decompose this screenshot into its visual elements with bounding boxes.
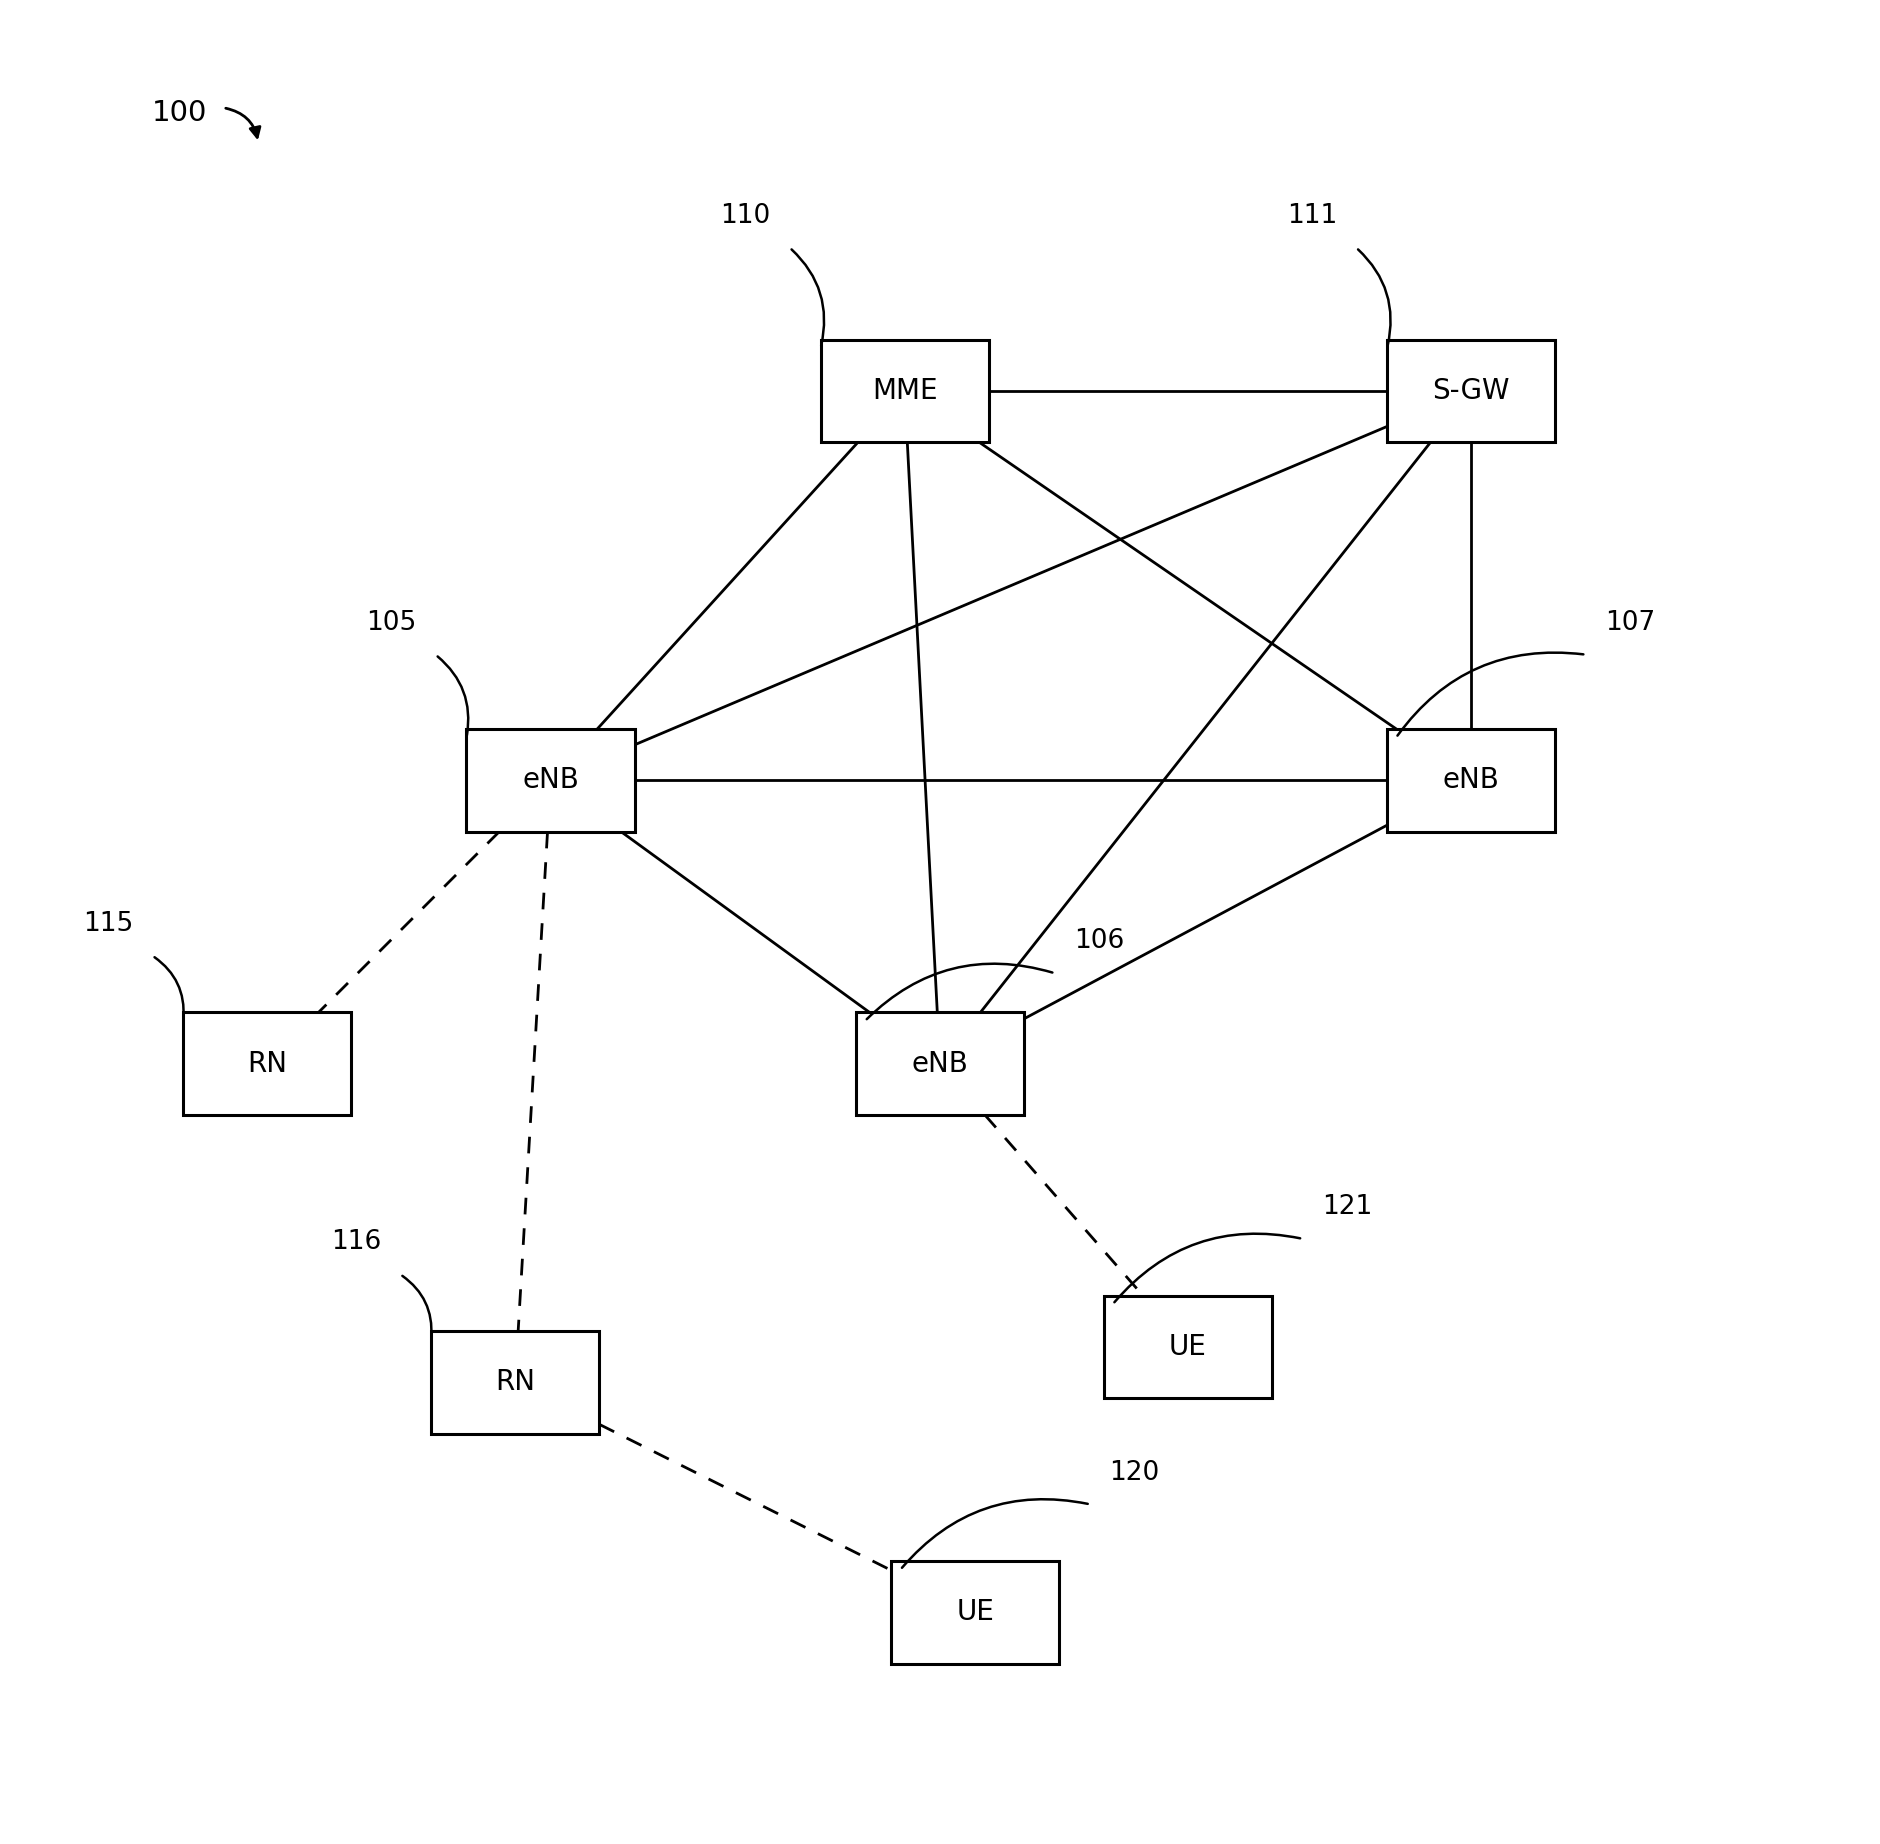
Text: 120: 120 (1109, 1460, 1160, 1486)
Text: 115: 115 (83, 911, 133, 937)
Text: 107: 107 (1606, 610, 1656, 636)
Text: S-GW: S-GW (1433, 376, 1510, 406)
Text: eNB: eNB (1442, 767, 1500, 795)
FancyBboxPatch shape (820, 339, 989, 443)
Text: 100: 100 (152, 100, 207, 127)
Text: eNB: eNB (523, 767, 579, 795)
FancyBboxPatch shape (1104, 1296, 1273, 1398)
Text: 121: 121 (1322, 1195, 1372, 1221)
FancyBboxPatch shape (431, 1331, 600, 1433)
FancyBboxPatch shape (891, 1562, 1060, 1663)
FancyBboxPatch shape (182, 1012, 352, 1116)
Text: 105: 105 (367, 610, 415, 636)
Text: eNB: eNB (912, 1049, 968, 1077)
FancyBboxPatch shape (855, 1012, 1025, 1116)
Text: UE: UE (1169, 1333, 1207, 1361)
Text: 111: 111 (1286, 203, 1337, 229)
Text: 110: 110 (720, 203, 771, 229)
Text: MME: MME (872, 376, 938, 406)
Text: 106: 106 (1073, 929, 1124, 955)
Text: 116: 116 (331, 1230, 382, 1256)
FancyBboxPatch shape (466, 728, 635, 832)
Text: RN: RN (248, 1049, 288, 1077)
FancyBboxPatch shape (1387, 728, 1555, 832)
Text: UE: UE (957, 1599, 995, 1626)
Text: RN: RN (494, 1368, 536, 1396)
FancyBboxPatch shape (1387, 339, 1555, 443)
